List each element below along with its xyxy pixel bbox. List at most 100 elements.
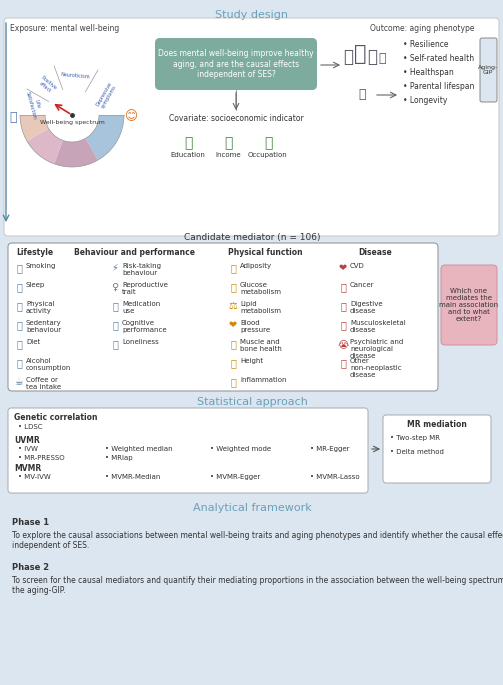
Text: • Healthspan: • Healthspan — [403, 68, 454, 77]
Text: Loneliness: Loneliness — [122, 339, 159, 345]
Text: Psychiatric and
neurological
disease: Psychiatric and neurological disease — [350, 339, 403, 359]
Text: Alcohol
consumption: Alcohol consumption — [26, 358, 71, 371]
Text: • MRlap: • MRlap — [105, 455, 133, 461]
Text: Outcome: aging phenotype: Outcome: aging phenotype — [370, 24, 474, 33]
Text: Covariate: socioeconomic indicator: Covariate: socioeconomic indicator — [169, 114, 303, 123]
Text: 🎓: 🎓 — [184, 136, 192, 150]
Text: UVMR: UVMR — [14, 436, 40, 445]
Text: Occupation: Occupation — [248, 152, 288, 158]
Text: Digestive
disease: Digestive disease — [350, 301, 383, 314]
Text: Statistical approach: Statistical approach — [197, 397, 307, 407]
FancyBboxPatch shape — [480, 38, 497, 102]
FancyBboxPatch shape — [155, 38, 317, 90]
Text: To explore the causal associations between mental well-being traits and aging ph: To explore the causal associations betwe… — [12, 531, 503, 551]
Text: Adiposity: Adiposity — [240, 263, 272, 269]
Text: • Weighted mode: • Weighted mode — [210, 446, 271, 452]
FancyBboxPatch shape — [4, 18, 499, 236]
Text: 🦴: 🦴 — [340, 320, 346, 330]
Text: 😭: 😭 — [338, 339, 349, 349]
Text: • IVW: • IVW — [18, 446, 38, 452]
Text: ❤: ❤ — [229, 320, 237, 330]
Text: • Delta method: • Delta method — [390, 449, 444, 455]
Text: Physical function: Physical function — [228, 248, 302, 257]
Text: Risk-taking
behaviour: Risk-taking behaviour — [122, 263, 161, 276]
Text: Musculoskeletal
disease: Musculoskeletal disease — [350, 320, 406, 333]
Text: Physical
activity: Physical activity — [26, 301, 54, 314]
Text: 💧: 💧 — [230, 282, 236, 292]
Text: 🧍: 🧍 — [367, 48, 377, 66]
Text: • Resilience: • Resilience — [403, 40, 449, 49]
Text: Diet: Diet — [26, 339, 40, 345]
Text: 😊: 😊 — [125, 110, 137, 123]
Text: Depressive
symptoms: Depressive symptoms — [95, 81, 118, 110]
Text: 💪: 💪 — [230, 339, 236, 349]
Text: Lifestyle: Lifestyle — [17, 248, 53, 257]
Text: ⚡: ⚡ — [112, 263, 118, 273]
Text: Glucose
metabolism: Glucose metabolism — [240, 282, 281, 295]
Text: ☕: ☕ — [15, 377, 23, 387]
Text: Other
non-neoplastic
disease: Other non-neoplastic disease — [350, 358, 401, 378]
Text: Income: Income — [215, 152, 241, 158]
FancyBboxPatch shape — [8, 243, 438, 391]
Text: 🫁: 🫁 — [340, 301, 346, 311]
FancyBboxPatch shape — [441, 265, 497, 345]
Text: Inflammation: Inflammation — [240, 377, 287, 383]
Text: • LDSC: • LDSC — [18, 424, 42, 430]
Text: • Longevity: • Longevity — [403, 96, 447, 105]
Text: 🏃: 🏃 — [16, 301, 22, 311]
Text: Candidate mediator (n = 106): Candidate mediator (n = 106) — [184, 233, 320, 242]
Text: • Parental lifespan: • Parental lifespan — [403, 82, 474, 91]
Text: Analytical framework: Analytical framework — [193, 503, 311, 513]
Text: To screen for the causal mediators and quantify their mediating proportions in t: To screen for the causal mediators and q… — [12, 576, 503, 595]
Wedge shape — [20, 115, 49, 141]
Text: 🔴: 🔴 — [340, 282, 346, 292]
Text: • MVMR-Lasso: • MVMR-Lasso — [310, 474, 360, 480]
Text: 🪑: 🪑 — [112, 339, 118, 349]
Text: • MR-Egger: • MR-Egger — [310, 446, 350, 452]
Text: 🍽: 🍽 — [16, 339, 22, 349]
Text: ❤: ❤ — [339, 263, 347, 273]
Text: Muscle and
bone health: Muscle and bone health — [240, 339, 282, 352]
Text: CVD: CVD — [350, 263, 365, 269]
Text: Sleep: Sleep — [26, 282, 45, 288]
Text: 👥: 👥 — [264, 136, 272, 150]
Text: Height: Height — [240, 358, 263, 364]
Text: 🕒: 🕒 — [358, 88, 366, 101]
Wedge shape — [27, 129, 63, 164]
Text: Well-being spectrum: Well-being spectrum — [40, 120, 105, 125]
Text: 🧑: 🧑 — [230, 263, 236, 273]
Text: 💊: 💊 — [112, 301, 118, 311]
Text: Exposure: mental well-being: Exposure: mental well-being — [10, 24, 119, 33]
Text: 🔥: 🔥 — [230, 377, 236, 387]
Text: ♀: ♀ — [112, 282, 119, 292]
FancyBboxPatch shape — [8, 408, 368, 493]
FancyBboxPatch shape — [383, 415, 491, 483]
Text: • MV-IVW: • MV-IVW — [18, 474, 51, 480]
Text: 🧍: 🧍 — [354, 44, 366, 64]
Text: • MVMR-Egger: • MVMR-Egger — [210, 474, 260, 480]
Text: ⚖: ⚖ — [229, 301, 237, 311]
Text: 🛋: 🛋 — [16, 320, 22, 330]
Text: Life
Satisfaction: Life Satisfaction — [25, 90, 43, 120]
Text: 📏: 📏 — [230, 358, 236, 368]
Text: 🧍: 🧍 — [343, 48, 353, 66]
Text: • MVMR-Median: • MVMR-Median — [105, 474, 160, 480]
Wedge shape — [86, 115, 124, 160]
Text: • Self-rated health: • Self-rated health — [403, 54, 474, 63]
Text: 🧠: 🧠 — [112, 320, 118, 330]
Text: Coffee or
tea intake: Coffee or tea intake — [26, 377, 61, 390]
Text: Disease: Disease — [358, 248, 392, 257]
Text: Behaviour and performance: Behaviour and performance — [74, 248, 196, 257]
Text: • MR-PRESSO: • MR-PRESSO — [18, 455, 64, 461]
Text: Cancer: Cancer — [350, 282, 375, 288]
Text: Education: Education — [171, 152, 205, 158]
Text: Genetic correlation: Genetic correlation — [14, 413, 98, 422]
Text: 💰: 💰 — [224, 136, 232, 150]
FancyBboxPatch shape — [4, 499, 499, 682]
Text: 🍷: 🍷 — [16, 358, 22, 368]
Text: Medication
use: Medication use — [122, 301, 160, 314]
Text: 🛏: 🛏 — [16, 282, 22, 292]
Text: Aging-
GIP: Aging- GIP — [478, 64, 498, 75]
Text: Lipid
metabolism: Lipid metabolism — [240, 301, 281, 314]
Text: 🙁: 🙁 — [9, 110, 17, 123]
